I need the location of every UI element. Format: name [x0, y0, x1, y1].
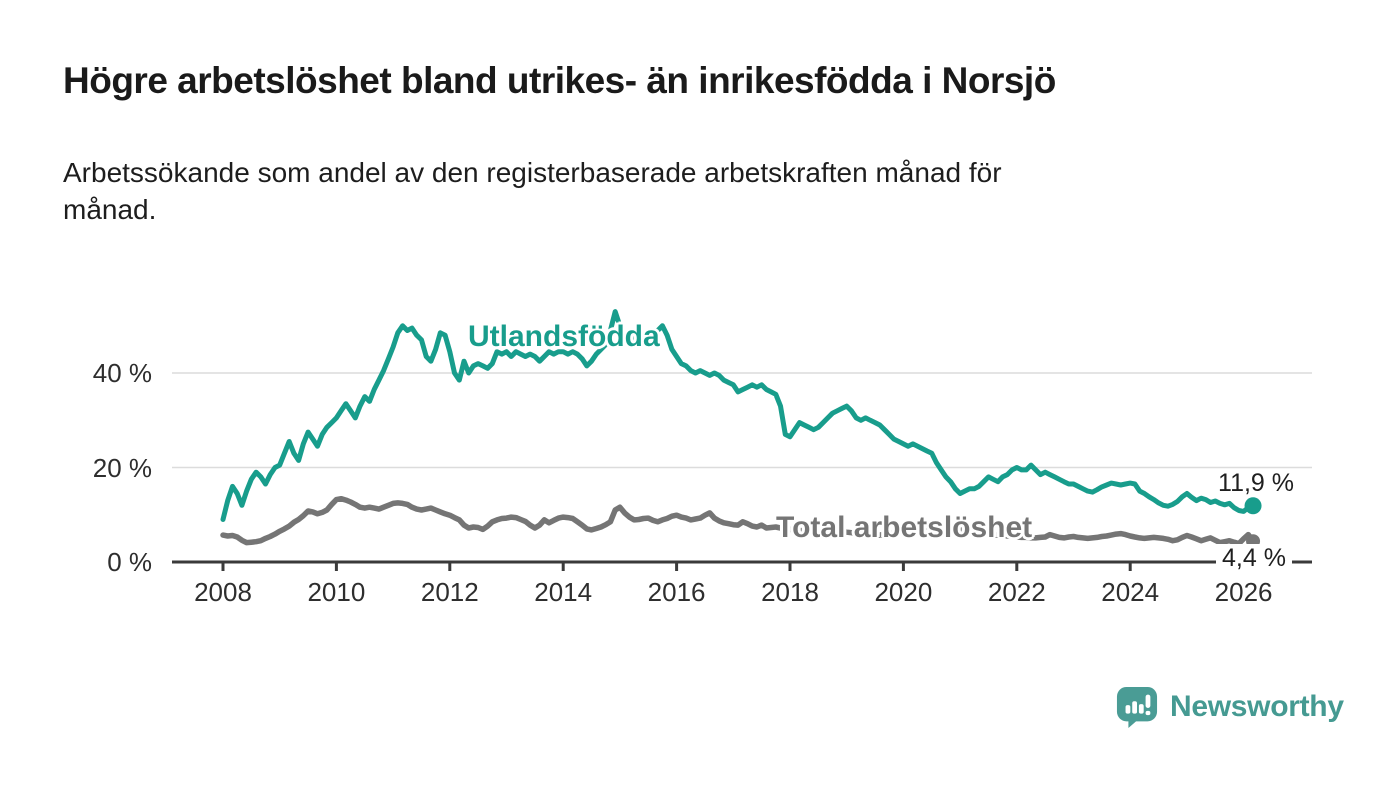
page-title: Högre arbetslöshet bland utrikes- än inr…: [63, 60, 1056, 101]
x-tick-label: 2016: [647, 577, 706, 607]
end-value-label-total: 4,4 %: [1216, 544, 1292, 573]
x-tick-label: 2022: [987, 577, 1046, 607]
series-label-total: Total arbetslöshet: [776, 511, 1033, 544]
series-label-utlandsfodda: Utlandsfödda: [468, 320, 660, 353]
x-tick-label: 2026: [1214, 577, 1273, 607]
newsworthy-logo: Newsworthy: [1116, 686, 1344, 728]
x-tick-label: 2014: [534, 577, 593, 607]
y-tick-label: 0 %: [107, 547, 152, 577]
newsworthy-wordmark: Newsworthy: [1170, 690, 1344, 723]
page-subtitle: Arbetssökande som andel av den registerb…: [63, 157, 1002, 225]
x-tick-label: 2010: [307, 577, 366, 607]
gridlines: [172, 372, 1312, 469]
y-tick-label: 40 %: [92, 358, 152, 388]
y-tick-label: 20 %: [92, 452, 152, 483]
series-line-utlandsfodda: [220, 309, 1256, 522]
x-tick-label: 2024: [1101, 577, 1160, 607]
x-tick-label: 2008: [194, 577, 252, 607]
series-line-total: [220, 495, 1256, 547]
x-tick-label: 2012: [420, 577, 479, 607]
x-tick-label: 2020: [874, 577, 933, 607]
x-tick-label: 2018: [761, 577, 819, 607]
end-value-label-utlandsfodda: 11,9 %: [1218, 469, 1294, 497]
bar-chart-speech-bubble-icon: [1116, 686, 1158, 728]
series-end-dot-utlandsfodda: [1244, 497, 1262, 515]
